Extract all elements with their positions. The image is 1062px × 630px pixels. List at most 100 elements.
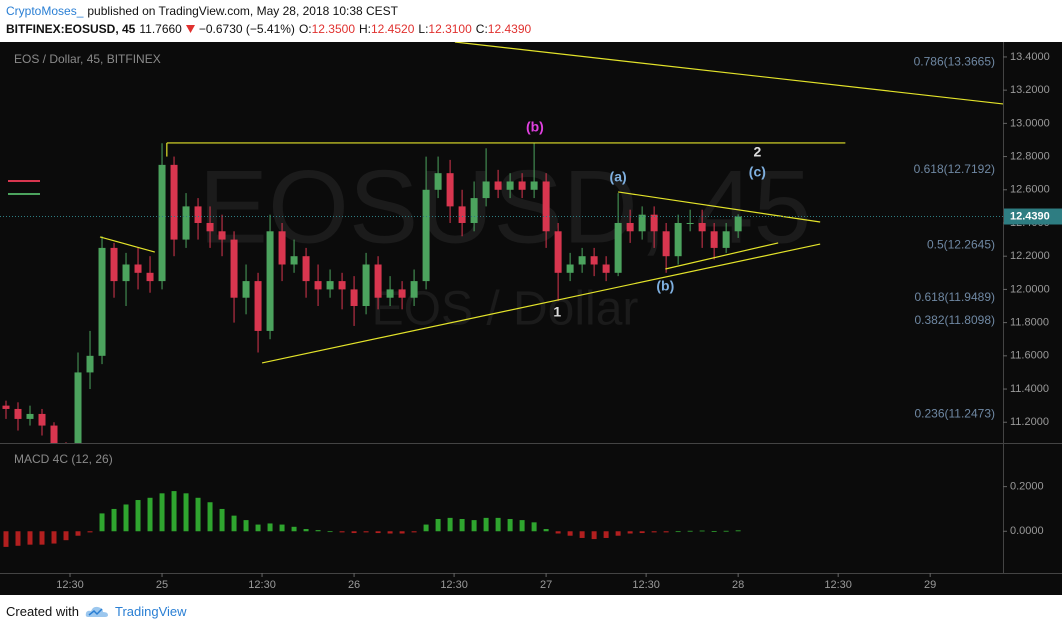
- candle-body: [230, 239, 238, 298]
- trendline: [665, 242, 779, 270]
- macd-bar: [87, 531, 93, 533]
- candle-body: [494, 181, 502, 190]
- candle-body: [374, 264, 382, 298]
- macd-bar: [639, 531, 645, 534]
- x-tick-label: 12:30: [248, 579, 276, 591]
- down-arrow: [185, 25, 195, 33]
- author[interactable]: CryptoMoses_: [6, 4, 84, 18]
- macd-bar: [195, 497, 201, 532]
- candle-body: [638, 214, 646, 232]
- trendline: [261, 243, 821, 364]
- created-with: Created with: [6, 604, 79, 619]
- macd-bar: [375, 531, 381, 534]
- macd-bar: [111, 508, 117, 532]
- fib-label: 0.618(12.7192): [914, 162, 995, 176]
- candle-body: [662, 231, 670, 257]
- macd-bar: [603, 531, 609, 538]
- macd-bar: [207, 502, 213, 532]
- y-tick-label: 11.6000: [1010, 350, 1049, 362]
- macd-bar: [459, 518, 465, 532]
- y-tick-label: 12.6000: [1010, 184, 1050, 196]
- y-tick-label: 12.2000: [1010, 250, 1050, 262]
- ohlc-close-label: C:: [475, 22, 488, 36]
- candle-body: [398, 289, 406, 298]
- candle-body: [734, 216, 742, 232]
- y-tick-label: 12.8000: [1010, 150, 1050, 162]
- candle-body: [530, 181, 538, 190]
- ohlc-high: 12.4520: [371, 22, 415, 36]
- macd-bar: [591, 531, 597, 540]
- macd-bar: [159, 493, 165, 532]
- fib-label: 0.5(12.2645): [927, 238, 995, 252]
- wave-label: (b): [656, 278, 674, 294]
- macd-bar: [615, 531, 621, 536]
- published: published on TradingView.com, May 28, 20…: [87, 4, 399, 18]
- x-tick-label: 25: [156, 579, 168, 591]
- ohlc-low: 12.3100: [428, 22, 472, 36]
- macd-bar: [147, 497, 153, 532]
- candle-body: [722, 231, 730, 248]
- macd-pane: [3, 491, 741, 547]
- chart-background: [0, 42, 1062, 595]
- candle-body: [458, 206, 466, 223]
- macd-bar: [303, 529, 309, 532]
- macd-bar: [99, 513, 105, 532]
- candle-body: [386, 289, 394, 298]
- price-value: 11.7660: [139, 22, 182, 36]
- macd-bar: [399, 531, 405, 534]
- y-tick-label: 0.0000: [1010, 525, 1044, 537]
- candle-body: [74, 372, 82, 443]
- trendline: [454, 42, 1003, 105]
- candle-body: [38, 413, 46, 426]
- axes: EOS / Dollar, 45, BITFINEX 11.2000 11.4000…: [14, 51, 1062, 591]
- last-price-label: 12.4390: [1010, 210, 1050, 222]
- candle-body: [122, 264, 130, 282]
- x-tick-label: 12:30: [440, 579, 468, 591]
- candle-body: [602, 264, 610, 273]
- macd-bar: [735, 530, 741, 532]
- macd-bar: [267, 523, 273, 532]
- ohlc-high-label: H:: [359, 22, 371, 36]
- macd-bar: [543, 529, 549, 532]
- macd-bar: [315, 530, 321, 532]
- candle-body: [422, 189, 430, 282]
- brand-logo[interactable]: [85, 605, 109, 619]
- ohlc-low-label: L:: [418, 22, 429, 36]
- price-change: −0.6730 (−5.41%): [198, 22, 295, 36]
- macd-bar: [63, 531, 69, 541]
- macd-bar: [75, 531, 81, 536]
- fib-label: 0.236(11.2473): [914, 407, 995, 421]
- y-tick-label: 13.2000: [1010, 84, 1050, 96]
- macd-bar: [507, 518, 513, 532]
- macd-bar: [519, 520, 525, 532]
- wave-label: 1: [553, 304, 561, 320]
- macd-bar: [231, 515, 237, 532]
- candle-body: [674, 222, 682, 257]
- last-price-box: [1004, 208, 1062, 225]
- macd-bar: [483, 517, 489, 532]
- candle-body: [578, 256, 586, 265]
- candle-body: [542, 181, 550, 232]
- candle-body: [554, 231, 562, 273]
- fib-label: 0.786(13.3665): [914, 55, 995, 69]
- macd-bar: [699, 530, 705, 532]
- x-tick-label: 28: [732, 579, 744, 591]
- macd-bar: [651, 531, 657, 533]
- candle-body: [710, 231, 718, 248]
- x-tick-label: 12:30: [824, 579, 852, 591]
- macd-bar: [27, 531, 33, 545]
- macd-bar: [663, 531, 669, 533]
- candle-body: [2, 405, 10, 409]
- candle-body: [14, 408, 22, 419]
- candle-body: [326, 281, 334, 290]
- brand[interactable]: TradingView: [114, 604, 187, 619]
- wave-label: (c): [749, 164, 766, 180]
- candle-body: [302, 256, 310, 282]
- candle-body: [98, 247, 106, 356]
- candle-body: [590, 256, 598, 265]
- macd-bar: [471, 520, 477, 532]
- y-tick-label: 11.2000: [1010, 416, 1049, 428]
- chart-legend: EOS / Dollar, 45, BITFINEX: [14, 52, 161, 66]
